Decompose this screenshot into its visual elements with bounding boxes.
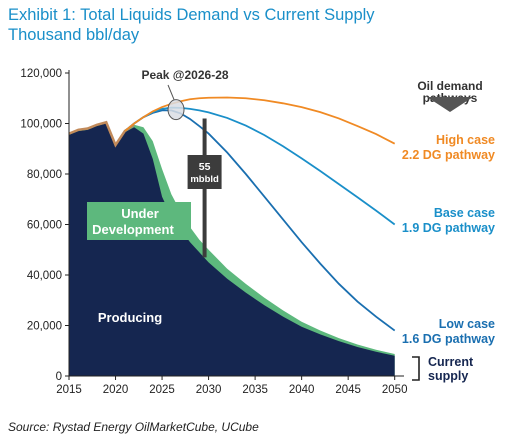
- peak-label: Peak @2026-28: [141, 68, 228, 82]
- pathways-arrow-icon: [427, 97, 473, 112]
- title-line-2: Thousand bbl/day: [8, 26, 140, 44]
- y-tick-label: 20,000: [27, 321, 62, 333]
- series-line-high-case: [124, 96, 396, 145]
- x-tick-label: 2015: [56, 384, 82, 396]
- y-tick-label: 60,000: [27, 220, 62, 232]
- under-development-label-1: Under: [121, 206, 159, 221]
- peak-marker: [167, 99, 185, 121]
- gap-value: 55: [199, 161, 211, 173]
- source-note: Source: Rystad Energy OilMarketCube, UCu…: [8, 420, 259, 434]
- y-tick-label: 0: [56, 371, 62, 383]
- title-line-1: Exhibit 1: Total Liquids Demand vs Curre…: [8, 6, 375, 24]
- y-tick-label: 100,000: [20, 119, 62, 131]
- peak-leader-line: [167, 84, 175, 100]
- current-supply-label-2: supply: [428, 369, 468, 383]
- base-case-label-2: 1.9 DG pathway: [402, 221, 495, 235]
- high-case-label-1: High case: [436, 133, 495, 147]
- y-tick-label: 80,000: [27, 169, 62, 181]
- x-tick-label: 2050: [382, 384, 408, 396]
- series-area-producing: [69, 123, 395, 376]
- x-tick-label: 2040: [289, 384, 315, 396]
- y-tick-label: 40,000: [27, 270, 62, 282]
- series-history-outline: [68, 120, 135, 148]
- x-tick-label: 2045: [335, 384, 361, 396]
- current-supply-bracket: [412, 356, 420, 381]
- high-case-label-2: 2.2 DG pathway: [402, 148, 495, 162]
- gap-badge: [187, 155, 222, 189]
- low-case-label-1: Low case: [439, 317, 495, 331]
- pathways-label-1: Oil demand: [417, 79, 482, 93]
- producing-label: Producing: [98, 310, 162, 325]
- low-case-label-2: 1.6 DG pathway: [402, 332, 495, 346]
- x-tick-label: 2030: [196, 384, 222, 396]
- chart-canvas: 0 20,000 40,000 60,000 80,000 100,000 120,000 2…: [20, 68, 495, 396]
- chart-title: Exhibit 1: Total Liquids Demand vs Curre…: [8, 5, 375, 45]
- y-tick-label: 120,000: [20, 68, 62, 80]
- x-tick-label: 2025: [149, 384, 175, 396]
- gap-unit: mbbld: [190, 174, 219, 185]
- under-development-label-2: Development: [92, 222, 174, 237]
- current-supply-label-1: Current: [428, 355, 474, 369]
- x-tick-label: 2020: [103, 384, 129, 396]
- base-case-label-1: Base case: [434, 206, 495, 220]
- under-development-badge: [87, 202, 191, 240]
- x-tick-label: 2035: [242, 384, 268, 396]
